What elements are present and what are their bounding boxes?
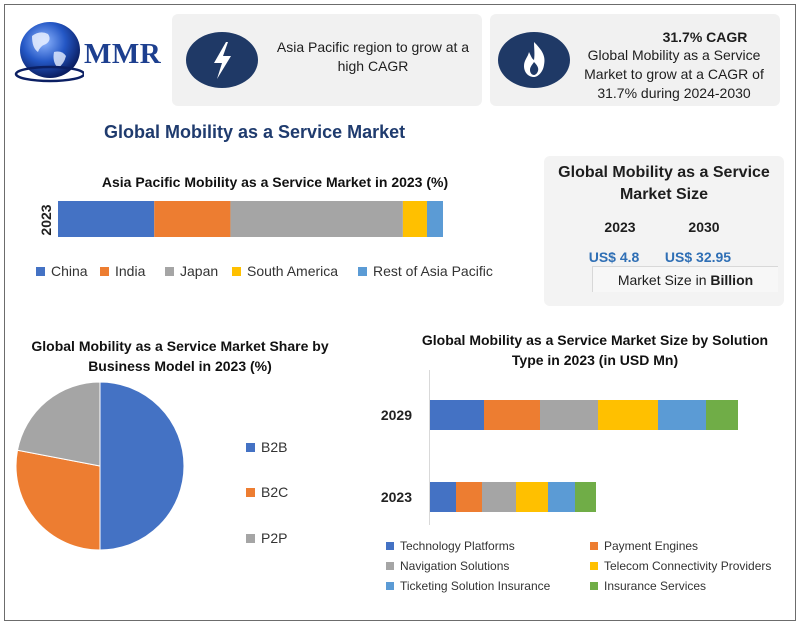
bar-segment-2029-insurance-services — [706, 400, 738, 430]
cagr-text: Global Mobility as a Service Market to g… — [584, 47, 764, 101]
asia-pacific-stacked-bar-chart: 2023 — [38, 201, 443, 237]
business-model-pie-chart — [15, 381, 185, 551]
legend-swatch — [232, 266, 241, 276]
legend-label: India — [115, 263, 146, 279]
legend-swatch — [358, 266, 367, 276]
legend-item-technology-platforms: Technology Platforms — [386, 539, 515, 553]
bar-segment-india — [154, 201, 231, 237]
bar-segment-2029-technology-platforms — [430, 400, 484, 430]
business-model-chart-title: Global Mobility as a Service Market Shar… — [31, 338, 329, 374]
bar-segment-2029-ticketing-solution-insurance — [658, 400, 706, 430]
legend-item-p2p: P2P — [246, 530, 287, 546]
market-size-title: Global Mobility as a Service Market Size — [558, 164, 770, 203]
legend-swatch — [590, 562, 598, 570]
legend-swatch — [386, 562, 394, 570]
legend-swatch — [36, 266, 45, 276]
legend-swatch — [246, 487, 255, 497]
legend-label: Navigation Solutions — [400, 559, 510, 573]
lightning-bolt-icon — [214, 42, 231, 79]
legend-item-china: China — [36, 263, 88, 279]
legend-item-telecom-connectivity-providers: Telecom Connectivity Providers — [590, 559, 771, 573]
legend-label: P2P — [261, 530, 288, 546]
bar-segment-2029-navigation-solutions — [540, 400, 598, 430]
bar-segment-2023-ticketing-solution-insurance — [548, 482, 575, 512]
badge-circle — [498, 32, 570, 88]
bar-segment-2023-navigation-solutions — [482, 482, 516, 512]
legend-label: Payment Engines — [604, 539, 699, 553]
flame-icon — [524, 42, 545, 77]
bar-segment-rest-of-asia-pacific — [426, 201, 443, 237]
legend-swatch — [386, 582, 394, 590]
bar-segment-2023-insurance-services — [575, 482, 596, 512]
region-highlight-card: Asia Pacific region to grow at a high CA… — [172, 14, 482, 106]
legend-label: Telecom Connectivity Providers — [604, 559, 772, 573]
market-size-value-2030: US$ 32.95 — [664, 249, 732, 265]
legend-swatch — [165, 266, 174, 276]
pie-slice-b2c — [15, 449, 101, 551]
market-size-unit-box: Market Size in Billion — [592, 266, 778, 292]
region-highlight-text: Asia Pacific region to grow at a high CA… — [276, 39, 470, 74]
solution-type-stacked-bar-chart: 2029 2023 — [381, 370, 738, 525]
market-size-unit-bold: Billion — [710, 272, 754, 288]
bar-segment-2029-payment-engines — [484, 400, 540, 430]
pie-slice-b2b — [99, 381, 185, 551]
bar-segment-japan — [230, 201, 403, 237]
legend-label: Japan — [180, 263, 219, 279]
market-size-unit-prefix: Market Size in — [617, 272, 711, 288]
bar-segment-south-america — [402, 201, 427, 237]
legend-item-ticketing-solution-insurance: Ticketing Solution Insurance — [386, 579, 550, 593]
legend-item-insurance-services: Insurance Services — [590, 579, 706, 593]
cagr-highlight-card: 31.7% CAGR Global Mobility as a Service … — [490, 14, 780, 106]
bar-segment-2023-payment-engines — [456, 482, 482, 512]
market-size-card: Global Mobility as a Service Market Size… — [544, 156, 784, 306]
globe-icon — [14, 22, 86, 83]
bar-segment-2029-telecom-connectivity-providers — [598, 400, 658, 430]
legend-label: South America — [247, 263, 339, 279]
market-size-year-2030: 2030 — [688, 219, 720, 235]
legend-label: B2C — [261, 484, 289, 500]
legend-item-india: India — [100, 263, 145, 279]
legend-item-b2c: B2C — [246, 484, 288, 500]
logo-text: MMR — [84, 38, 162, 70]
bar-segment-2023-telecom-connectivity-providers — [516, 482, 548, 512]
badge-circle — [186, 32, 258, 88]
legend-label: China — [51, 263, 88, 279]
legend-label: Insurance Services — [604, 579, 707, 593]
bar-segment-2023-technology-platforms — [430, 482, 456, 512]
y-tick-label: 2023 — [38, 204, 54, 235]
legend-swatch — [590, 582, 598, 590]
legend-swatch — [100, 266, 109, 276]
legend-item-payment-engines: Payment Engines — [590, 539, 698, 553]
legend-swatch — [246, 442, 255, 452]
legend-item-japan: Japan — [165, 263, 218, 279]
market-size-year-2023: 2023 — [604, 219, 636, 235]
infographic-frame — [4, 4, 796, 621]
cagr-title: 31.7% CAGR — [662, 29, 748, 45]
legend-swatch — [590, 542, 598, 550]
bar-segment-china — [58, 201, 155, 237]
asia-pacific-chart-title: Asia Pacific Mobility as a Service Marke… — [101, 174, 449, 190]
solution-type-chart-title: Global Mobility as a Service Market Size… — [421, 332, 769, 368]
legend-swatch — [246, 533, 255, 543]
legend-label: Technology Platforms — [400, 539, 515, 553]
pie-slice-p2p — [16, 381, 101, 467]
legend-item-south-america: South America — [232, 263, 338, 279]
mmr-logo: MMR — [14, 12, 164, 90]
legend-swatch — [386, 542, 394, 550]
legend-item-rest-of-asia-pacific: Rest of Asia Pacific — [358, 263, 493, 279]
market-size-value-2023: US$ 4.8 — [588, 249, 640, 265]
legend-label: B2B — [261, 439, 288, 455]
legend-label: Ticketing Solution Insurance — [400, 579, 551, 593]
legend-item-navigation-solutions: Navigation Solutions — [386, 559, 509, 573]
y-tick-label-2029: 2029 — [381, 407, 412, 423]
legend-item-b2b: B2B — [246, 439, 287, 455]
legend-label: Rest of Asia Pacific — [373, 263, 493, 279]
main-title: Global Mobility as a Service Market — [104, 122, 406, 142]
y-tick-label-2023: 2023 — [381, 489, 412, 505]
